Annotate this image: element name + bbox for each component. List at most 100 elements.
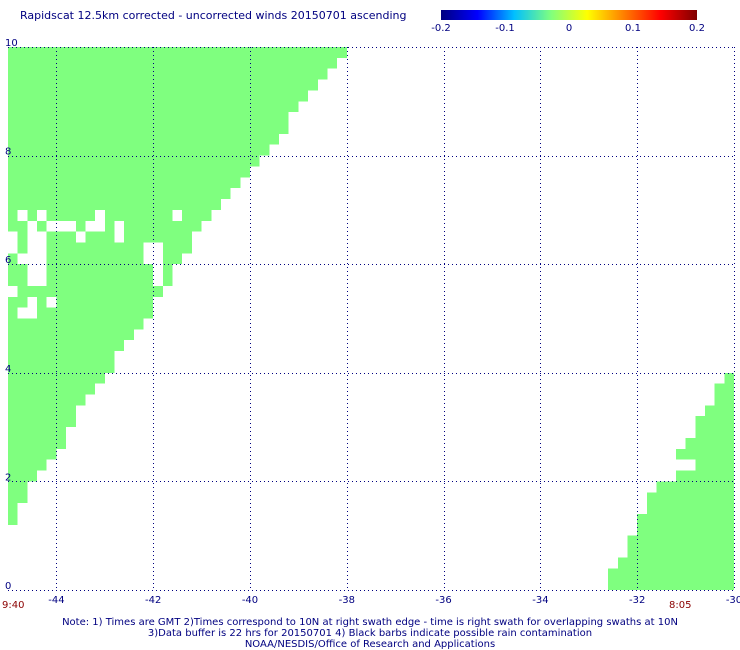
swath-gap bbox=[17, 209, 28, 221]
swath-gap bbox=[95, 209, 105, 221]
swath-cell-row bbox=[656, 481, 734, 493]
swath-cell-row bbox=[646, 503, 734, 514]
swath-cell-row bbox=[724, 372, 734, 384]
swath-cell-row bbox=[8, 340, 125, 352]
y-tick-label: 6 bbox=[5, 255, 11, 266]
swath-gap bbox=[27, 220, 38, 232]
x-tick-label: -42 bbox=[145, 595, 161, 606]
swath-cell-row bbox=[8, 296, 154, 308]
swath-cell-row bbox=[704, 405, 734, 417]
swath-cell-row bbox=[8, 275, 173, 286]
swath-cell-row bbox=[8, 253, 183, 265]
swath-cell-row bbox=[8, 90, 309, 102]
swath-cell-row bbox=[8, 492, 28, 504]
colorbar-tick-label: 0.1 bbox=[625, 23, 641, 34]
grid-lines bbox=[8, 47, 735, 591]
swath-cell-row bbox=[8, 112, 289, 124]
swath-cell-row bbox=[8, 155, 260, 167]
swath-gap bbox=[143, 253, 163, 265]
colorbar: -0.2 -0.1 0 0.1 0.2 bbox=[431, 10, 705, 34]
swath-cell-row bbox=[8, 199, 221, 210]
swath-cell-row bbox=[8, 133, 280, 145]
swath-gap bbox=[114, 231, 125, 243]
y-tick-label: 10 bbox=[5, 38, 18, 49]
swath-cell-row bbox=[8, 427, 67, 438]
swath-gap bbox=[37, 209, 47, 221]
swath-cell-row bbox=[8, 123, 289, 134]
swath-cell-row bbox=[627, 535, 734, 547]
swath-cell-row bbox=[675, 448, 734, 460]
swath-gap bbox=[27, 231, 47, 243]
swath-cell-row bbox=[8, 307, 154, 319]
swath-cell-row bbox=[8, 437, 67, 449]
colorbar-scale bbox=[441, 10, 697, 20]
swath-gap bbox=[46, 296, 57, 308]
swath-cell-row bbox=[685, 437, 734, 449]
swath-gap bbox=[8, 231, 18, 243]
swath-cell-row bbox=[8, 513, 18, 525]
y-tick-labels: 0 2 4 6 8 10 bbox=[5, 38, 18, 592]
swath-cell-row bbox=[8, 231, 192, 243]
swath-gap bbox=[75, 231, 86, 243]
swath-cell-row bbox=[8, 361, 115, 373]
swath-gap bbox=[8, 242, 18, 254]
x-tick-labels: -44 -42 -40 -38 -36 -34 -32 -30 bbox=[48, 595, 740, 606]
x-tick-label: -36 bbox=[435, 595, 451, 606]
swath-cell-row bbox=[8, 405, 76, 417]
swath-cell-row bbox=[8, 383, 96, 395]
swath-cell-row bbox=[8, 68, 328, 80]
swath-cell-row bbox=[8, 101, 299, 113]
x-tick-label: -38 bbox=[339, 595, 355, 606]
swath-cell-row bbox=[8, 188, 231, 200]
swath-cell-row bbox=[608, 568, 734, 580]
swath-gap bbox=[172, 209, 183, 221]
swath-cell-row bbox=[8, 372, 105, 384]
swath-cell-row bbox=[714, 394, 734, 406]
swath-gap bbox=[153, 264, 163, 276]
swath-cell-row bbox=[8, 264, 173, 276]
swath-cell-row bbox=[8, 503, 18, 514]
swath-cell-row bbox=[666, 470, 734, 482]
swath-gap bbox=[85, 220, 105, 232]
swath-gap bbox=[27, 296, 38, 308]
swath-gap bbox=[27, 264, 47, 276]
swath-cell-row bbox=[714, 383, 734, 395]
swath-cell-row bbox=[617, 557, 734, 569]
colorbar-tick-label: 0.2 bbox=[689, 23, 705, 34]
swath-gap bbox=[153, 275, 163, 286]
swath-gap bbox=[8, 285, 18, 297]
swath-cell-row bbox=[8, 285, 163, 297]
note-line-3: NOAA/NESDIS/Office of Research and Appli… bbox=[244, 639, 496, 650]
swath-cell-row bbox=[695, 416, 734, 428]
time-label-right: 8:05 bbox=[669, 600, 691, 611]
note-line-2: 3)Data buffer is 22 hrs for 20150701 4) … bbox=[147, 628, 593, 639]
swath-cell-row bbox=[8, 57, 338, 69]
colorbar-tick-label: 0 bbox=[566, 23, 572, 34]
y-tick-label: 0 bbox=[5, 581, 11, 592]
swath-cell-row bbox=[8, 448, 57, 460]
swath-cell-row bbox=[8, 209, 212, 221]
x-tick-label: -30 bbox=[726, 595, 740, 606]
swath-cell-row bbox=[637, 524, 734, 536]
swath-cell-row bbox=[695, 427, 734, 438]
swath-cell-row bbox=[8, 47, 347, 58]
y-tick-label: 8 bbox=[5, 147, 11, 158]
time-label-left: 9:40 bbox=[2, 600, 24, 611]
swath-cell-row bbox=[8, 329, 134, 341]
swath-gap bbox=[17, 307, 38, 319]
swath-cell-row bbox=[8, 459, 47, 471]
swath-cell-row bbox=[8, 166, 250, 178]
swath-cell-row bbox=[637, 513, 734, 525]
swath-cell-row bbox=[8, 394, 86, 406]
swath-gap bbox=[27, 275, 47, 286]
swath-gap bbox=[114, 220, 125, 232]
swath-cell-row bbox=[8, 470, 38, 482]
swath-cell-row bbox=[8, 144, 270, 156]
swath-gap bbox=[666, 470, 676, 482]
swath-cell-row bbox=[608, 579, 734, 590]
swath-gap bbox=[46, 220, 76, 232]
swath-gap bbox=[17, 253, 47, 265]
swath-cell-row bbox=[8, 481, 28, 493]
